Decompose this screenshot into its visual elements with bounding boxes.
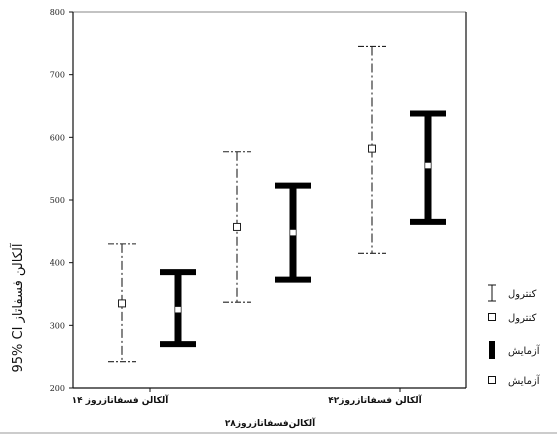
mean-marker (233, 222, 241, 231)
y-tick-label: 700 (50, 71, 65, 80)
x-axis-title: آلکالن‌فسفاتازروز۲۸ (225, 417, 316, 429)
legend-item: کنترول (488, 313, 537, 324)
legend-label: کنترول (508, 289, 537, 300)
mean-marker (118, 299, 126, 308)
y-tick-label: 300 (50, 321, 65, 330)
y-tick-label: 400 (50, 259, 65, 268)
legend-item: کنترول (488, 284, 537, 302)
legend-label: کنترول (508, 313, 537, 324)
mean-marker (368, 144, 376, 153)
legend-thick-errorbar-icon (489, 341, 495, 359)
x-category-label: آلکالن فسفاتازروز ۱۴ (72, 394, 170, 406)
mean-marker (425, 162, 431, 169)
mean-marker (290, 229, 296, 236)
x-category-label: آلکالن فسفاتازروز۴۲ (328, 394, 422, 406)
legend-square-marker-icon (488, 313, 496, 321)
legend-item: آزمایش (489, 341, 541, 359)
legend-item: آزمایش (488, 374, 541, 387)
legend-square-marker-icon (488, 376, 496, 384)
legend-label: آزمایش (508, 374, 541, 387)
series-control (108, 45, 386, 363)
mean-marker (175, 306, 181, 313)
y-tick-label: 600 (50, 133, 65, 142)
y-axis-title: 95% CI آلکالن فسفاتاز (9, 242, 26, 372)
legend-label: آزمایش (508, 344, 541, 357)
y-tick-label: 800 (50, 8, 65, 17)
plot-frame (72, 11, 467, 389)
series-layer (108, 45, 446, 363)
y-tick-label: 200 (50, 384, 65, 393)
y-tick-label: 500 (50, 196, 65, 205)
legend: کنترول کنترول آزمایش آزمایش (488, 284, 541, 387)
series-test (160, 110, 446, 348)
y-axis-ticks: 200 300 400 500 600 700 800 (50, 8, 73, 393)
x-axis-category-labels: آلکالن فسفاتازروز ۱۴ آلکالن فسفاتازروز۴۲ (72, 388, 423, 406)
